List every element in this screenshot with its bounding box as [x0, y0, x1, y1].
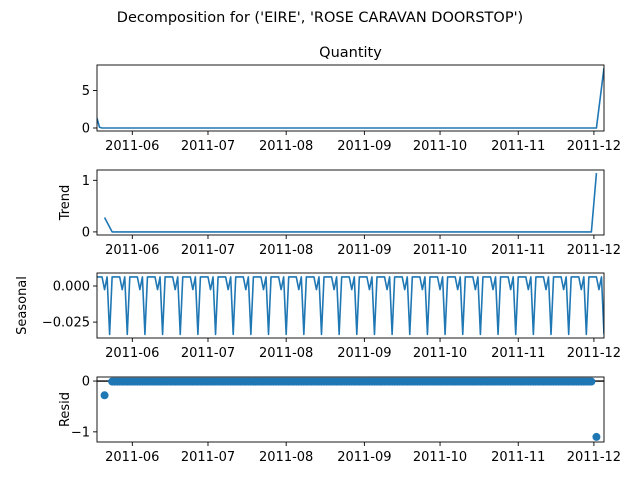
y-tick-label: 0	[82, 225, 90, 240]
x-tick-label: 2011-12	[567, 139, 621, 154]
y-tick-label: 1	[82, 174, 90, 189]
y-tick-label: −1	[71, 425, 90, 440]
series-line-trend	[103, 173, 598, 233]
series-line-seasonal	[97, 276, 604, 336]
y-axis-label: Trend	[58, 185, 73, 222]
y-tick-label: −0.025	[42, 316, 90, 331]
x-tick-label: 2011-11	[491, 346, 545, 361]
x-tick-label: 2011-11	[491, 139, 545, 154]
x-tick-label: 2011-07	[181, 139, 235, 154]
axes-frame-resid	[96, 376, 605, 443]
series-line-observed	[97, 67, 604, 129]
x-tick-label: 2011-10	[413, 243, 467, 258]
y-tick-label: 0	[82, 122, 90, 137]
x-tick-label: 2011-06	[105, 139, 159, 154]
x-tick-label: 2011-09	[337, 346, 391, 361]
x-tick-label: 2011-08	[259, 243, 313, 258]
panel-observed: 0 5 2011-06 2011-07 2011-08 2011-09 2011-10 201…	[82, 45, 621, 154]
panel-seasonal: 0.000 −0.025 2011-06 2011-07 2011-08 2011-09 2…	[15, 272, 621, 361]
x-tick-label: 2011-06	[105, 243, 159, 258]
y-tick-label: 0	[82, 375, 90, 390]
x-tick-label: 2011-11	[491, 450, 545, 465]
plot-area-seasonal	[97, 276, 604, 336]
x-tick-label: 2011-12	[567, 243, 621, 258]
x-tick-label: 2011-07	[181, 346, 235, 361]
resid-point-outlier	[592, 432, 601, 441]
x-tick-label: 2011-06	[105, 346, 159, 361]
axes-frame-seasonal	[96, 272, 605, 339]
x-tick-label: 2011-09	[337, 450, 391, 465]
axes-frame-observed	[96, 64, 605, 132]
resid-point-outlier	[100, 391, 109, 400]
panel-trend: 0 1 2011-06 2011-07 2011-08 2011-09 2011-10 201…	[58, 169, 621, 258]
y-tick-label: 0.000	[53, 280, 90, 295]
resid-point	[587, 377, 596, 386]
y-tick-label: 5	[82, 84, 90, 99]
x-tick-label: 2011-11	[491, 243, 545, 258]
plot-area-observed	[97, 67, 604, 129]
panel-resid: 0 −1 2011-06 2011-07 2011-08 2011-09 2011-10 20…	[58, 375, 621, 465]
x-tick-label: 2011-07	[181, 243, 235, 258]
x-tick-label: 2011-08	[259, 346, 313, 361]
x-tick-label: 2011-12	[567, 450, 621, 465]
x-tick-label: 2011-10	[413, 450, 467, 465]
x-tick-label: 2011-12	[567, 346, 621, 361]
plot-area-resid	[97, 377, 604, 441]
y-axis-label: Resid	[58, 392, 73, 427]
x-tick-label: 2011-10	[413, 346, 467, 361]
subplot-panels: 0 5 2011-06 2011-07 2011-08 2011-09 2011-10 201…	[15, 45, 621, 465]
x-tick-label: 2011-08	[259, 139, 313, 154]
x-tick-label: 2011-08	[259, 450, 313, 465]
plot-area-trend	[103, 173, 598, 233]
panel-title: Quantity	[319, 45, 382, 61]
y-axis-label: Seasonal	[15, 276, 30, 335]
x-tick-label: 2011-07	[181, 450, 235, 465]
x-tick-label: 2011-06	[105, 450, 159, 465]
x-tick-label: 2011-10	[413, 139, 467, 154]
x-tick-label: 2011-09	[337, 139, 391, 154]
axes-frame-trend	[96, 169, 605, 236]
figure-title: Decomposition for ('EIRE', 'ROSE CARAVAN…	[117, 10, 523, 26]
x-tick-label: 2011-09	[337, 243, 391, 258]
